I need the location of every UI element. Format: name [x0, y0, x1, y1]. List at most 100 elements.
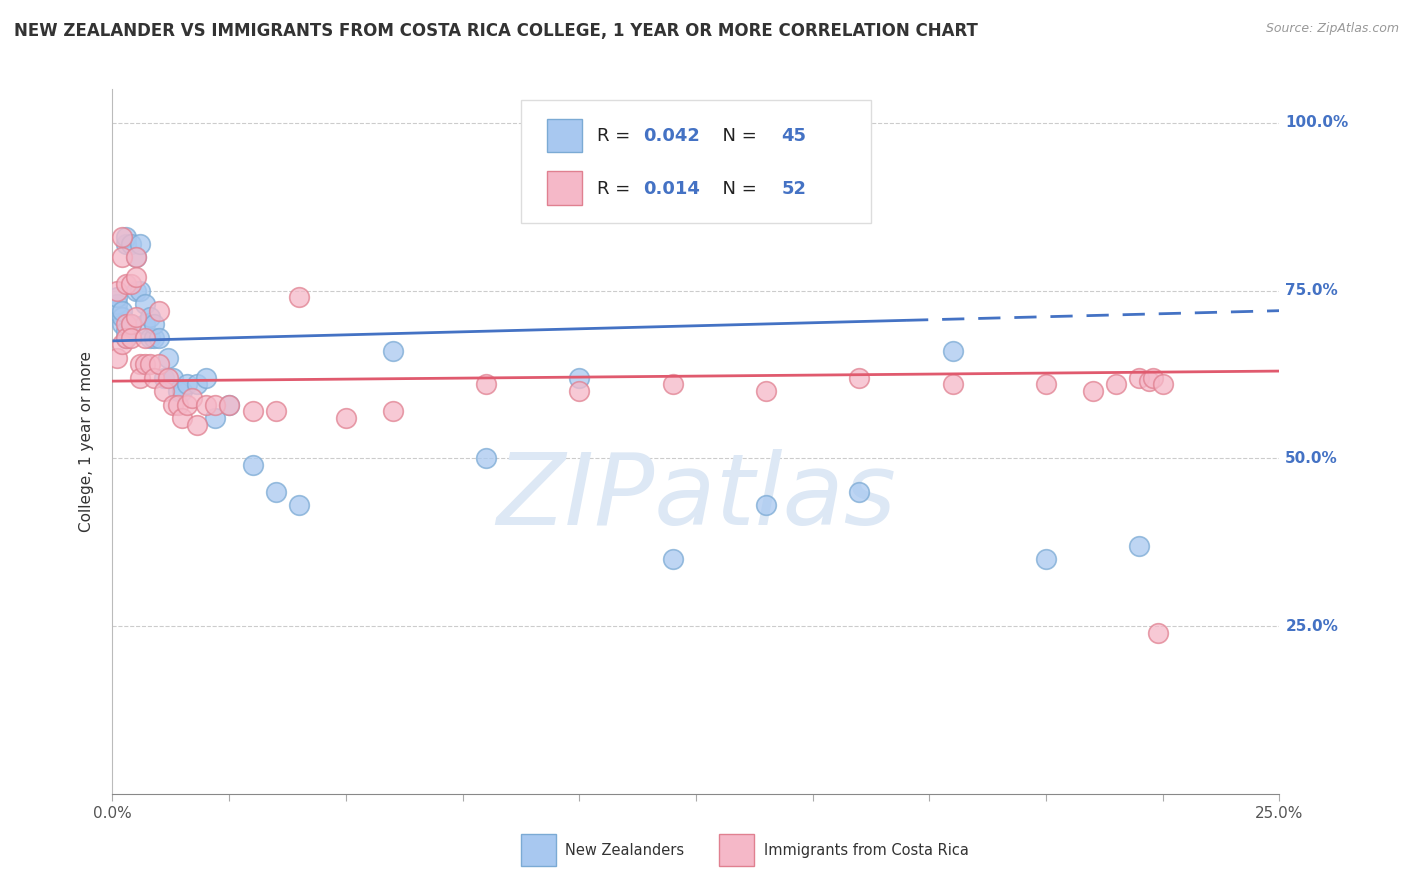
Point — [134, 330, 156, 344]
Point — [186, 417, 208, 432]
Point — [755, 384, 778, 399]
Point — [120, 317, 142, 331]
Point — [139, 330, 162, 344]
Point — [848, 484, 870, 499]
Point — [661, 552, 683, 566]
Point — [105, 284, 128, 298]
Point — [139, 357, 162, 371]
Point — [134, 317, 156, 331]
Point — [129, 236, 152, 251]
Point — [568, 384, 591, 399]
Point — [176, 398, 198, 412]
Point — [381, 404, 404, 418]
Text: 50.0%: 50.0% — [1285, 450, 1339, 466]
Point — [475, 377, 498, 392]
Point — [1081, 384, 1104, 399]
Point — [204, 398, 226, 412]
Text: R =: R = — [596, 179, 636, 197]
Point — [288, 290, 311, 304]
Point — [218, 398, 240, 412]
Point — [111, 337, 134, 351]
Point — [755, 498, 778, 512]
Point — [166, 384, 188, 399]
Point — [1035, 377, 1057, 392]
Point — [186, 377, 208, 392]
Text: N =: N = — [711, 128, 762, 145]
Point — [111, 303, 134, 318]
Text: Source: ZipAtlas.com: Source: ZipAtlas.com — [1265, 22, 1399, 36]
FancyBboxPatch shape — [547, 119, 582, 153]
Point — [134, 357, 156, 371]
Point — [148, 303, 170, 318]
Point — [125, 250, 148, 264]
Text: 75.0%: 75.0% — [1285, 283, 1339, 298]
Point — [153, 371, 176, 385]
Point — [162, 398, 184, 412]
Point — [120, 277, 142, 291]
Point — [129, 371, 152, 385]
Point — [157, 351, 180, 365]
Point — [115, 317, 138, 331]
Point — [129, 357, 152, 371]
Point — [115, 324, 138, 338]
Point — [162, 371, 184, 385]
Point — [1128, 539, 1150, 553]
Point — [115, 230, 138, 244]
Point — [115, 277, 138, 291]
Point — [1128, 371, 1150, 385]
Point — [115, 236, 138, 251]
Point — [111, 317, 134, 331]
Point — [143, 371, 166, 385]
FancyBboxPatch shape — [720, 834, 754, 866]
Point — [111, 250, 134, 264]
Y-axis label: College, 1 year or more: College, 1 year or more — [79, 351, 94, 532]
Point — [166, 398, 188, 412]
Point — [661, 377, 683, 392]
Text: 25.0%: 25.0% — [1285, 618, 1339, 633]
Point — [125, 270, 148, 285]
Point — [129, 284, 152, 298]
Point — [105, 351, 128, 365]
Point — [111, 230, 134, 244]
FancyBboxPatch shape — [547, 171, 582, 205]
Point — [288, 498, 311, 512]
Point — [172, 411, 194, 425]
Point — [180, 391, 202, 405]
Point — [120, 317, 142, 331]
Point — [1152, 377, 1174, 392]
Text: ZIPatlas: ZIPatlas — [496, 450, 896, 547]
Point — [264, 484, 287, 499]
Point — [1147, 625, 1170, 640]
Text: Immigrants from Costa Rica: Immigrants from Costa Rica — [763, 843, 969, 858]
Point — [143, 317, 166, 331]
Text: R =: R = — [596, 128, 636, 145]
Text: N =: N = — [711, 179, 762, 197]
Point — [1035, 552, 1057, 566]
Point — [194, 398, 217, 412]
Point — [134, 297, 156, 311]
Text: 52: 52 — [782, 179, 806, 197]
Point — [242, 458, 264, 472]
Point — [148, 330, 170, 344]
Point — [125, 284, 148, 298]
Point — [157, 371, 180, 385]
Text: 100.0%: 100.0% — [1285, 115, 1348, 130]
Point — [143, 330, 166, 344]
Text: New Zealanders: New Zealanders — [565, 843, 685, 858]
Point — [204, 411, 226, 425]
Text: 45: 45 — [782, 128, 806, 145]
Text: NEW ZEALANDER VS IMMIGRANTS FROM COSTA RICA COLLEGE, 1 YEAR OR MORE CORRELATION : NEW ZEALANDER VS IMMIGRANTS FROM COSTA R… — [14, 22, 979, 40]
Point — [125, 310, 148, 325]
Text: 0.014: 0.014 — [644, 179, 700, 197]
Point — [1105, 377, 1128, 392]
Point — [176, 377, 198, 392]
Point — [125, 250, 148, 264]
Point — [153, 384, 176, 399]
Point — [120, 236, 142, 251]
Point — [139, 310, 162, 325]
Point — [148, 357, 170, 371]
FancyBboxPatch shape — [520, 834, 555, 866]
Point — [105, 303, 128, 318]
Point — [105, 290, 128, 304]
Point — [242, 404, 264, 418]
